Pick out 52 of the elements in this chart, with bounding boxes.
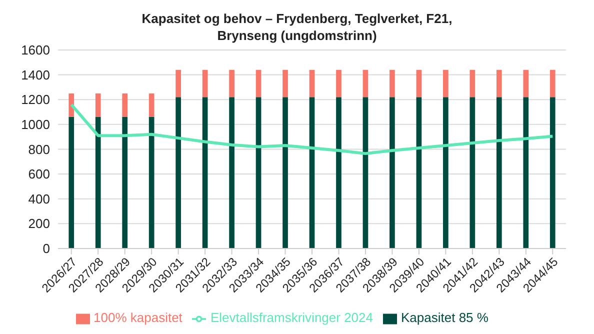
bar bbox=[362, 70, 368, 98]
bar bbox=[68, 93, 74, 117]
bar bbox=[176, 97, 181, 248]
bar bbox=[496, 97, 502, 248]
y-tick-label: 0 bbox=[42, 241, 50, 256]
y-tick-label: 1200 bbox=[21, 92, 50, 108]
bar bbox=[496, 70, 502, 98]
bar bbox=[122, 93, 128, 117]
bar bbox=[95, 93, 101, 117]
bar bbox=[523, 97, 529, 248]
y-tick-label: 1000 bbox=[21, 117, 50, 132]
bar bbox=[309, 97, 315, 248]
bar bbox=[229, 97, 234, 248]
bar bbox=[470, 70, 476, 98]
bar bbox=[336, 97, 342, 248]
bar bbox=[550, 97, 556, 248]
bar bbox=[202, 97, 208, 248]
chart-title: Kapasitet og behov – Frydenberg, Teglverket, F21, Brynseng (ungdomstrinn) bbox=[140, 10, 454, 44]
y-tick-label: 1600 bbox=[21, 42, 50, 58]
bar bbox=[176, 70, 181, 98]
legend-label: 100% kapasitet bbox=[94, 310, 182, 326]
bar bbox=[443, 70, 448, 98]
bar bbox=[550, 70, 556, 98]
y-tick-label: 1400 bbox=[21, 67, 50, 82]
y-tick-label: 600 bbox=[28, 166, 50, 182]
bar bbox=[256, 70, 262, 98]
bar bbox=[95, 116, 101, 248]
bar bbox=[390, 97, 395, 248]
bar bbox=[470, 97, 476, 248]
bar bbox=[416, 70, 422, 98]
bar bbox=[309, 70, 315, 98]
bar bbox=[202, 70, 208, 98]
y-tick-label: 400 bbox=[28, 191, 50, 206]
bar bbox=[336, 70, 342, 98]
bar bbox=[68, 116, 74, 248]
bar bbox=[523, 70, 529, 98]
bar bbox=[122, 116, 128, 248]
bar bbox=[416, 97, 422, 248]
legend-label: Kapasitet 85 % bbox=[401, 310, 488, 326]
bar bbox=[256, 97, 262, 248]
y-tick-label: 800 bbox=[28, 142, 50, 157]
y-tick-label: 200 bbox=[28, 216, 50, 232]
bar bbox=[282, 70, 288, 98]
bar bbox=[362, 97, 368, 248]
bar bbox=[390, 70, 395, 98]
bar bbox=[148, 93, 154, 117]
legend-label: Elevtallsframskrivinger 2024 bbox=[210, 310, 374, 326]
bar bbox=[443, 97, 448, 248]
bar bbox=[282, 97, 288, 248]
bar bbox=[148, 116, 154, 248]
line-series bbox=[70, 103, 554, 156]
bar bbox=[229, 70, 234, 98]
